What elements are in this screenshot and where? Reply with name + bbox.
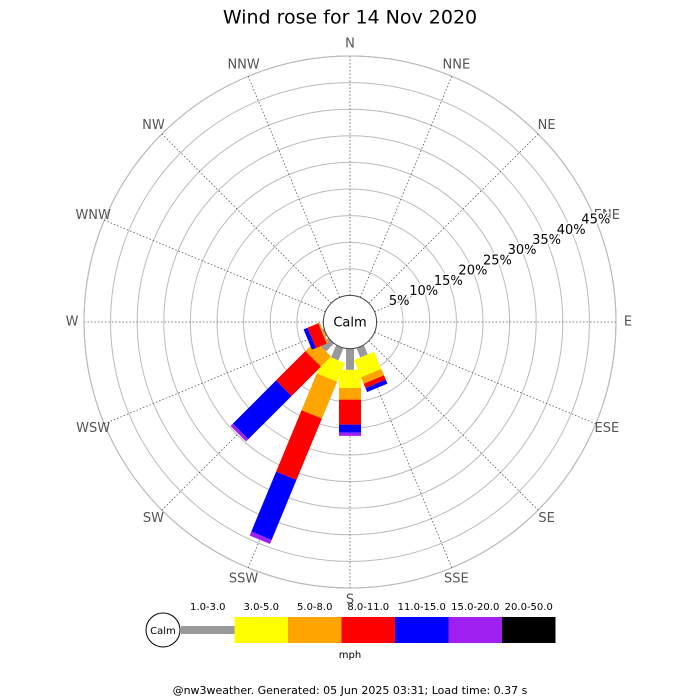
calm-label: Calm — [333, 316, 366, 331]
legend-swatch — [181, 626, 235, 634]
legend-swatch — [448, 617, 502, 643]
direction-label: NNW — [227, 58, 259, 73]
direction-label: S — [346, 593, 354, 608]
footer: @nw3weather. Generated: 05 Jun 2025 03:3… — [173, 684, 528, 697]
direction-label: W — [66, 315, 79, 330]
ring-label: 40% — [557, 223, 586, 238]
bar-segment — [232, 380, 292, 440]
ring-label: 5% — [389, 294, 410, 309]
legend-label: 8.0-11.0 — [347, 602, 389, 613]
spoke — [104, 219, 326, 313]
direction-label: ESE — [594, 421, 619, 436]
legend-label: 15.0-20.0 — [451, 602, 499, 613]
legend-swatch — [395, 617, 449, 643]
direction-label: ENE — [594, 208, 620, 223]
bar-segment — [339, 432, 361, 436]
legend-calm-circle — [145, 612, 181, 648]
legend: Calm mph 1.0-3.0 3.0-5.0 5.0-8.0 8.0-11.0 11… — [145, 602, 556, 661]
legend-swatch — [288, 617, 342, 643]
spoke — [104, 331, 326, 425]
bar-segment — [318, 322, 329, 344]
legend-swatch — [502, 617, 556, 643]
spoke — [368, 133, 539, 304]
ring-label: 35% — [532, 233, 561, 248]
spoke — [374, 331, 596, 425]
bar-segment — [307, 323, 327, 349]
bar-segment — [303, 327, 316, 350]
bar-segment — [249, 531, 272, 544]
ring-label: 25% — [483, 253, 512, 268]
direction-label: SSE — [444, 571, 469, 586]
chart-title: Wind rose for 14 Nov 2020 — [223, 7, 477, 29]
direction-label: WSW — [76, 421, 110, 436]
bar-segment — [339, 369, 361, 388]
spoke — [247, 76, 341, 298]
direction-label: E — [624, 315, 632, 330]
direction-label: NE — [538, 118, 556, 133]
bar-segment — [322, 328, 327, 337]
legend-swatch — [234, 617, 288, 643]
legend-calm-label: Calm — [150, 626, 176, 637]
legend-label: 1.0-3.0 — [190, 602, 225, 613]
grid-ring — [110, 82, 590, 562]
bar-segment — [365, 379, 388, 393]
spoke — [374, 219, 596, 313]
bar-segment — [363, 375, 386, 389]
calm-circle — [322, 294, 378, 350]
legend-label: 5.0-8.0 — [297, 602, 332, 613]
bar-segment — [339, 399, 361, 425]
direction-label: N — [345, 37, 355, 52]
legend-label: 11.0-15.0 — [398, 602, 446, 613]
bar-segment — [301, 373, 338, 419]
legend-label: 3.0-5.0 — [244, 602, 279, 613]
direction-label: SE — [538, 511, 554, 526]
bar-segment — [339, 387, 361, 400]
legend-unit: mph — [339, 650, 361, 661]
legend-label: 20.0-50.0 — [505, 602, 553, 613]
bar-segment — [339, 424, 361, 433]
bars — [230, 293, 388, 544]
direction-label: SW — [143, 511, 164, 526]
grid-ring — [163, 135, 537, 509]
ring-label: 45% — [581, 213, 610, 228]
spoke — [359, 76, 453, 298]
ring-label: 30% — [508, 243, 537, 258]
direction-label: SSW — [229, 571, 259, 586]
bar-segment — [356, 345, 368, 358]
bar-segment — [346, 348, 354, 370]
ring-label: 10% — [409, 284, 438, 299]
bar-segment — [320, 337, 335, 352]
bar-segment — [361, 368, 384, 384]
spoke — [161, 133, 332, 304]
direction-label: NW — [142, 118, 165, 133]
bar-segment — [276, 351, 321, 396]
ring-label: 15% — [434, 274, 463, 289]
bar-segment — [276, 410, 322, 481]
ring-label: 20% — [458, 264, 487, 279]
bar-segment — [331, 345, 344, 361]
spoke — [368, 340, 539, 511]
legend-swatch — [341, 617, 395, 643]
direction-label: WNW — [75, 208, 111, 223]
bar-segment — [230, 423, 249, 442]
bar-segment — [251, 471, 297, 541]
direction-label: NNE — [443, 58, 471, 73]
